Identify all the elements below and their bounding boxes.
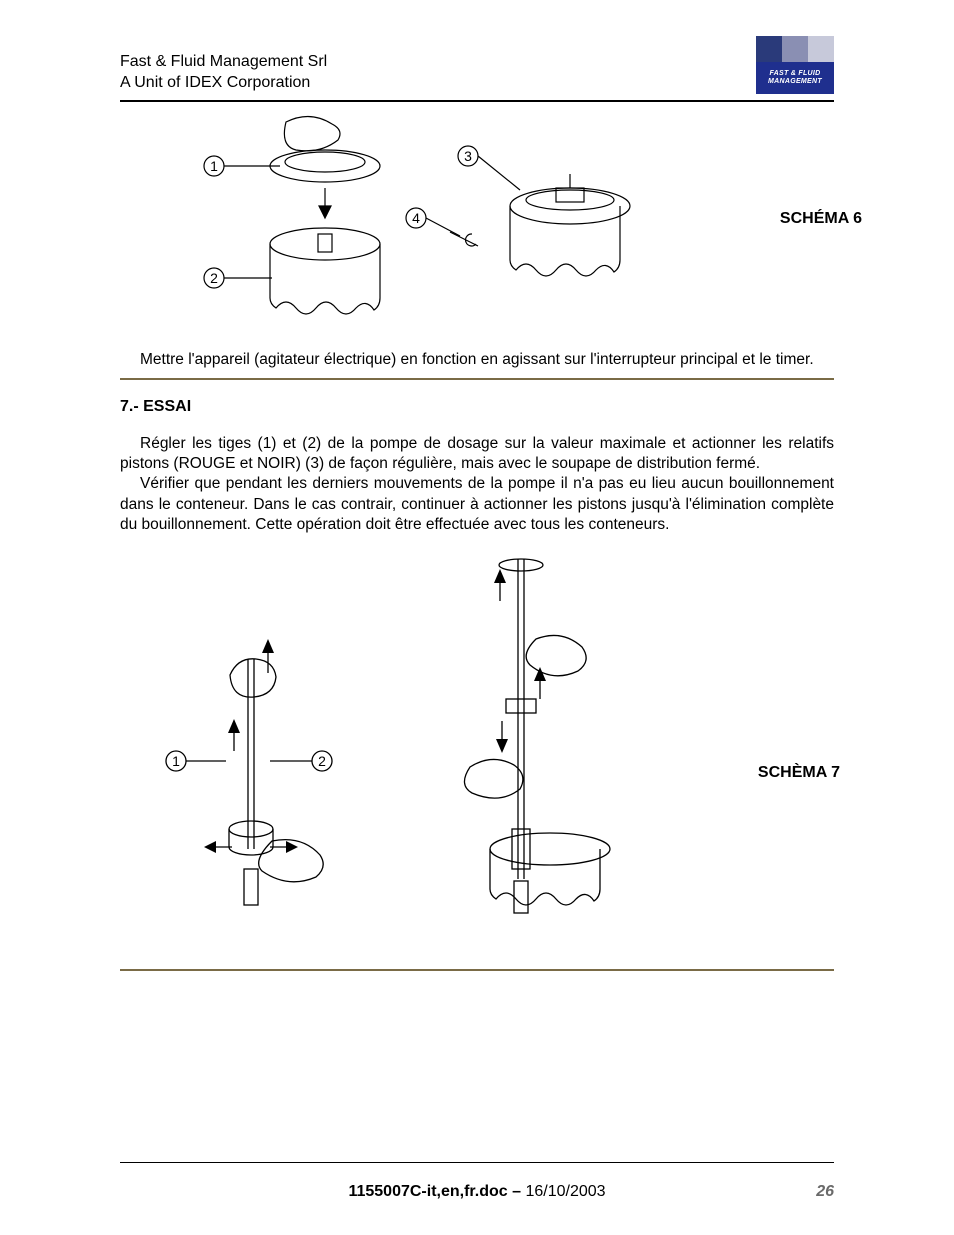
callout-2: 2 [210,270,218,286]
page-number: 26 [816,1183,834,1201]
divider [120,378,834,380]
logo: FAST & FLUID MANAGEMENT [756,36,834,94]
callout-1: 1 [210,158,218,174]
company-unit: A Unit of IDEX Corporation [120,72,327,94]
callout-1: 1 [172,753,180,769]
schema-6-drawing: 1 2 3 4 [200,110,660,345]
header-text: Fast & Fluid Management Srl A Unit of ID… [120,51,327,94]
schema-6-label: SCHÉMA 6 [780,210,862,228]
schema-7-drawing: 1 2 [140,549,660,949]
footer-rule [120,1162,834,1163]
paragraph-intro: Mettre l'appareil (agitateur électrique)… [120,350,834,370]
divider-bottom [120,969,834,971]
page: Fast & Fluid Management Srl A Unit of ID… [0,0,954,1235]
section-7-p2: Vérifier que pendant les derniers mouvem… [120,474,834,534]
callout-2: 2 [318,753,326,769]
section-7-title: 7.- ESSAI [120,398,834,416]
callout-4: 4 [412,210,420,226]
footer: 1155007C-it,en,fr.doc – 16/10/2003 26 [120,1183,834,1201]
logo-bands [756,36,834,62]
footer-date: 16/10/2003 [525,1183,605,1200]
figure-7: 1 2 [120,549,834,969]
logo-wordmark: FAST & FLUID MANAGEMENT [756,62,834,94]
schema-7-label: SCHÈMA 7 [758,764,840,782]
company-name: Fast & Fluid Management Srl [120,51,327,73]
footer-filename: 1155007C-it,en,fr.doc – [348,1183,521,1200]
section-7-p1: Régler les tiges (1) et (2) de la pompe … [120,434,834,474]
figure-6: 1 2 3 4 [120,110,834,350]
page-header: Fast & Fluid Management Srl A Unit of ID… [120,36,834,102]
callout-3: 3 [464,148,472,164]
